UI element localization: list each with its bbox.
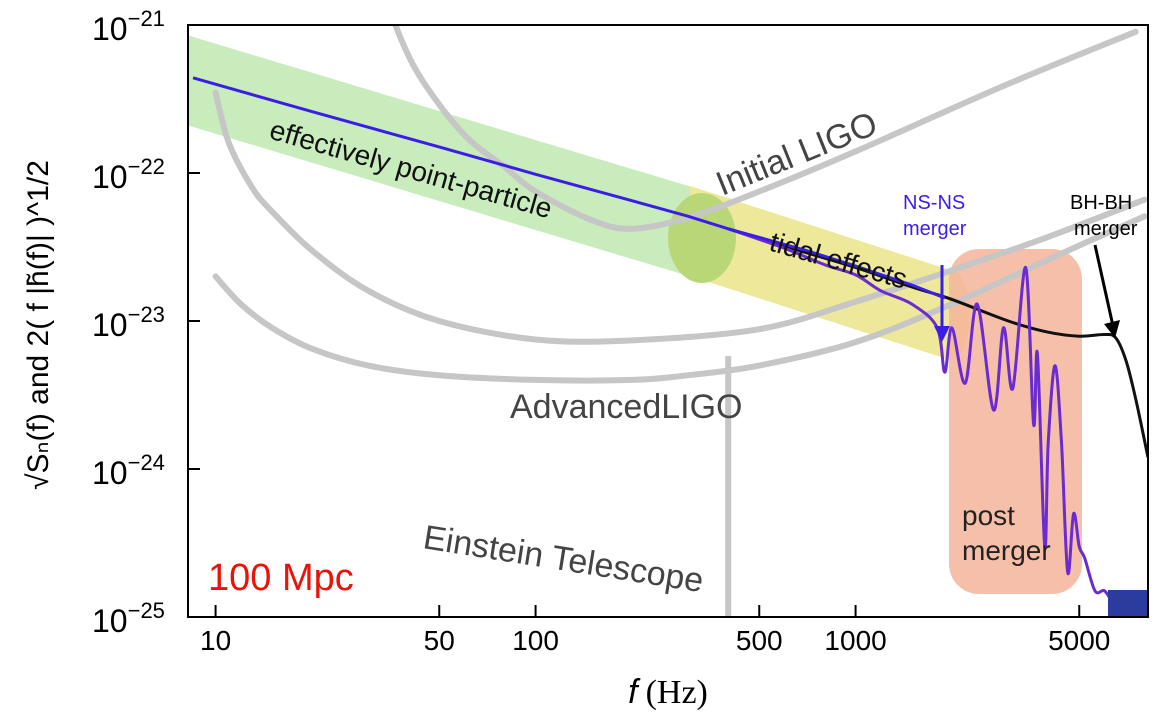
nsns-waveform-curve (727, 227, 1146, 613)
einstein-telescope-curve (212, 89, 1148, 345)
x-tick-label: 500 (736, 625, 783, 656)
shaded-regions (188, 35, 1082, 594)
y-axis-label: √Sₙ(f) and 2( f |h̃(f)| )^1/2 (22, 160, 55, 490)
curves (192, 25, 1148, 617)
x-tick-label: 5000 (1048, 625, 1110, 656)
high-frequency-noise-fill (1108, 590, 1148, 617)
x-axis-label: f (Hz) (628, 673, 708, 711)
nsns-arrow-head (934, 326, 950, 342)
y-tick-label: 10−24 (92, 450, 165, 491)
x-tick-label: 50 (424, 625, 455, 656)
tidal-band (690, 186, 950, 360)
y-tick-label: 10−21 (92, 6, 165, 47)
advanced-ligo-label: AdvancedLIGO (510, 388, 742, 426)
distance-label: 100 Mpc (208, 557, 354, 599)
nsns-merger-label-2: merger (903, 218, 967, 240)
bhbh-merger-label-1: BH-BH (1070, 192, 1132, 214)
point-particle-waveform-curve (192, 76, 946, 300)
initial-ligo-curve (392, 25, 1139, 232)
post-merger-label-2: merger (962, 535, 1051, 566)
einstein-telescope-label: Einstein Telescope (421, 518, 706, 600)
bhbh-arrow-head (1104, 320, 1120, 338)
point-particle-band (188, 35, 735, 290)
y-tick-label: 10−25 (92, 598, 165, 639)
bhbh-merger-label-2: merger (1074, 218, 1138, 240)
x-tick-label: 1000 (824, 625, 886, 656)
post-merger-label-1: post (962, 500, 1015, 531)
y-tick-label: 10−23 (92, 302, 165, 343)
y-tick-label: 10−22 (92, 154, 165, 195)
bhbh-arrow-shaft (1093, 244, 1115, 327)
x-tick-label: 100 (512, 625, 559, 656)
nsns-merger-label-1: NS-NS (903, 192, 965, 214)
x-tick-label: 10 (200, 625, 231, 656)
x-axis-ticks: 10 50 100 500 1000 5000 (200, 605, 1110, 656)
y-axis-ticks: 10−21 10−22 10−23 10−24 10−25 (92, 6, 200, 639)
